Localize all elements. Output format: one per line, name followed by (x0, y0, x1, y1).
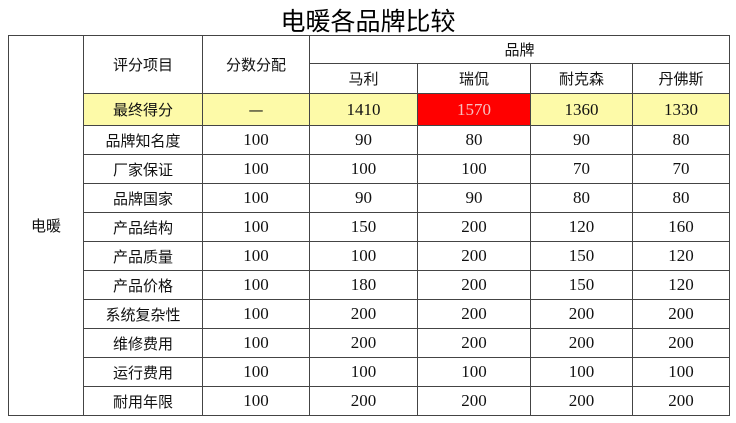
score-cell: 120 (632, 241, 730, 271)
score-cell: 200 (530, 299, 633, 329)
allocation-cell: 100 (202, 270, 310, 300)
row-label: 系统复杂性 (83, 299, 203, 329)
row-label: 品牌知名度 (83, 125, 203, 155)
score-cell: 100 (632, 357, 730, 387)
score-cell: 70 (530, 154, 633, 184)
score-cell: 200 (632, 299, 730, 329)
score-cell: 100 (417, 357, 531, 387)
allocation-cell: 100 (202, 183, 310, 213)
row-label: 最终得分 (83, 93, 203, 126)
table-row: 耐用年限 100 200 200 200 200 (9, 386, 730, 416)
row-label: 产品结构 (83, 212, 203, 242)
allocation-cell: 100 (202, 212, 310, 242)
row-label: 耐用年限 (83, 386, 203, 416)
allocation-header: 分数分配 (202, 35, 310, 94)
category-cell: 电暖 (8, 35, 84, 416)
allocation-cell: — (202, 93, 310, 126)
score-cell: 160 (632, 212, 730, 242)
score-cell: 150 (530, 270, 633, 300)
table-row: 品牌知名度 100 90 80 90 80 (9, 125, 730, 155)
comparison-table: 电暖 评分项目 分数分配 品牌 马利 瑞侃 耐克森 丹佛斯 最终得分 — 141… (8, 35, 730, 416)
allocation-cell: 100 (202, 328, 310, 358)
score-cell: 100 (309, 357, 418, 387)
final-score-row: 最终得分 — 1410 1570 1360 1330 (9, 93, 730, 126)
score-cell: 200 (632, 328, 730, 358)
score-cell: 200 (309, 299, 418, 329)
table-row: 维修费用 100 200 200 200 200 (9, 328, 730, 358)
allocation-cell: 100 (202, 125, 310, 155)
score-cell: 200 (632, 386, 730, 416)
allocation-cell: 100 (202, 357, 310, 387)
row-label: 维修费用 (83, 328, 203, 358)
score-cell: 1410 (309, 93, 418, 126)
brand-header: 马利 (309, 63, 418, 94)
allocation-cell: 100 (202, 241, 310, 271)
score-cell: 90 (417, 183, 531, 213)
score-cell: 200 (530, 386, 633, 416)
score-cell: 200 (309, 328, 418, 358)
score-cell: 120 (530, 212, 633, 242)
table-row: 运行费用 100 100 100 100 100 (9, 357, 730, 387)
score-cell: 200 (417, 270, 531, 300)
winner-score-cell: 1570 (417, 93, 531, 126)
score-cell: 200 (417, 328, 531, 358)
table-row: 产品质量 100 100 200 150 120 (9, 241, 730, 271)
brand-header: 瑞侃 (417, 63, 531, 94)
row-label: 产品质量 (83, 241, 203, 271)
header-row-2: 马利 瑞侃 耐克森 丹佛斯 (9, 63, 730, 94)
score-cell: 100 (309, 241, 418, 271)
table-row: 品牌国家 100 90 90 80 80 (9, 183, 730, 213)
score-cell: 100 (309, 154, 418, 184)
score-cell: 200 (530, 328, 633, 358)
score-cell: 80 (417, 125, 531, 155)
header-row-1: 电暖 评分项目 分数分配 品牌 (8, 35, 730, 416)
score-cell: 90 (530, 125, 633, 155)
row-label: 产品价格 (83, 270, 203, 300)
score-cell: 80 (632, 183, 730, 213)
table-row: 产品价格 100 180 200 150 120 (9, 270, 730, 300)
allocation-cell: 100 (202, 154, 310, 184)
score-cell: 80 (530, 183, 633, 213)
allocation-cell: 100 (202, 386, 310, 416)
brand-group-header: 品牌 (309, 35, 730, 64)
score-cell: 200 (417, 299, 531, 329)
score-cell: 100 (417, 154, 531, 184)
score-cell: 1360 (530, 93, 633, 126)
score-cell: 150 (309, 212, 418, 242)
table-row: 厂家保证 100 100 100 70 70 (9, 154, 730, 184)
row-label: 品牌国家 (83, 183, 203, 213)
brand-header: 耐克森 (530, 63, 633, 94)
allocation-cell: 100 (202, 299, 310, 329)
score-cell: 100 (530, 357, 633, 387)
score-cell: 120 (632, 270, 730, 300)
table-row: 系统复杂性 100 200 200 200 200 (9, 299, 730, 329)
score-cell: 70 (632, 154, 730, 184)
score-cell: 80 (632, 125, 730, 155)
score-cell: 200 (309, 386, 418, 416)
row-label: 运行费用 (83, 357, 203, 387)
score-cell: 1330 (632, 93, 730, 126)
score-cell: 200 (417, 386, 531, 416)
brand-header: 丹佛斯 (632, 63, 730, 94)
table-row: 产品结构 100 150 200 120 160 (9, 212, 730, 242)
score-cell: 200 (417, 241, 531, 271)
score-cell: 150 (530, 241, 633, 271)
score-cell: 90 (309, 183, 418, 213)
score-cell: 200 (417, 212, 531, 242)
score-cell: 180 (309, 270, 418, 300)
item-header: 评分项目 (83, 35, 203, 94)
score-cell: 90 (309, 125, 418, 155)
row-label: 厂家保证 (83, 154, 203, 184)
page-title: 电暖各品牌比较 (280, 7, 456, 36)
